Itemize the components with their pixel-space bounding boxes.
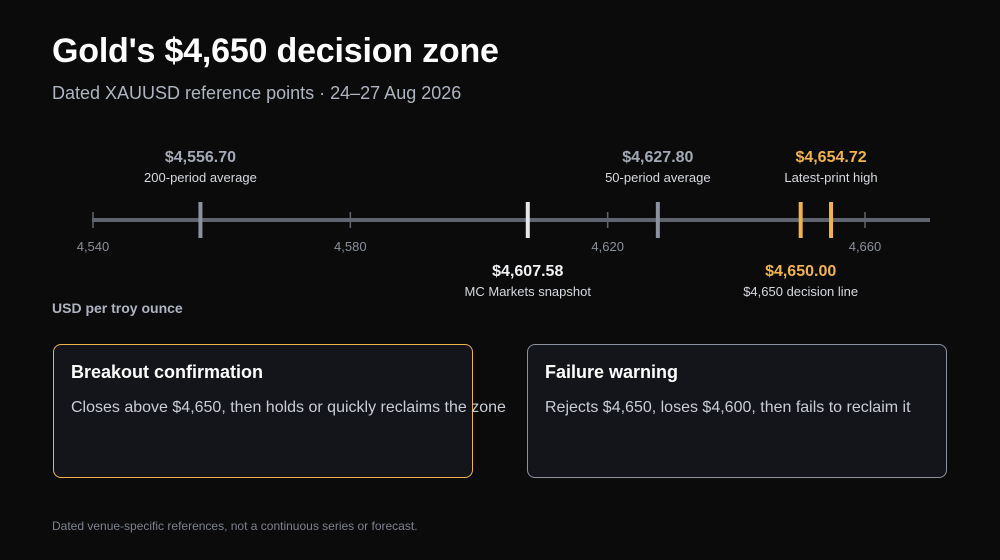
footnote: Dated venue-specific references, not a c…: [52, 519, 418, 533]
failure-card-body: Rejects $4,650, loses $4,600, then fails…: [545, 399, 911, 416]
failure-card-title: Failure warning: [545, 362, 679, 382]
marker-name-label: $4,650 decision line: [743, 284, 858, 299]
marker-4556-70: [198, 202, 203, 238]
breakout-card-body: Closes above $4,650, then holds or quick…: [71, 399, 506, 416]
marker-name-label: 50-period average: [605, 170, 711, 185]
marker-price-label: $4,654.72: [795, 149, 866, 166]
marker-price-label: $4,607.58: [492, 263, 563, 280]
axis-tick-label: 4,660: [849, 239, 882, 254]
marker-4650-00: [798, 202, 803, 238]
marker-name-label: MC Markets snapshot: [465, 284, 592, 299]
price-scale-chart: 4,540 4,580 4,620 4,660 $4,556.70 200-period …: [77, 149, 930, 299]
marker-price-label: $4,556.70: [165, 149, 236, 166]
marker-4607-58: [525, 202, 530, 238]
page-subtitle: Dated XAUUSD reference points · 24–27 Au…: [52, 83, 462, 103]
marker-4654-72: [829, 202, 834, 238]
breakout-card-title: Breakout confirmation: [71, 362, 264, 382]
axis-tick-label: 4,620: [591, 239, 624, 254]
failure-warning-card: Failure warning Rejects $4,650, loses $4…: [527, 344, 947, 478]
axis-unit-label: USD per troy ounce: [52, 300, 183, 316]
marker-price-label: $4,650.00: [765, 263, 836, 280]
breakout-confirmation-card: Breakout confirmation Closes above $4,65…: [53, 344, 506, 478]
axis-tick-label: 4,540: [77, 239, 110, 254]
marker-name-label: Latest-print high: [784, 170, 877, 185]
page-title: Gold's $4,650 decision zone: [52, 32, 499, 70]
marker-name-label: 200-period average: [144, 170, 257, 185]
marker-4627-80: [655, 202, 660, 238]
axis-tick-label: 4,580: [334, 239, 367, 254]
marker-price-label: $4,627.80: [622, 149, 693, 166]
